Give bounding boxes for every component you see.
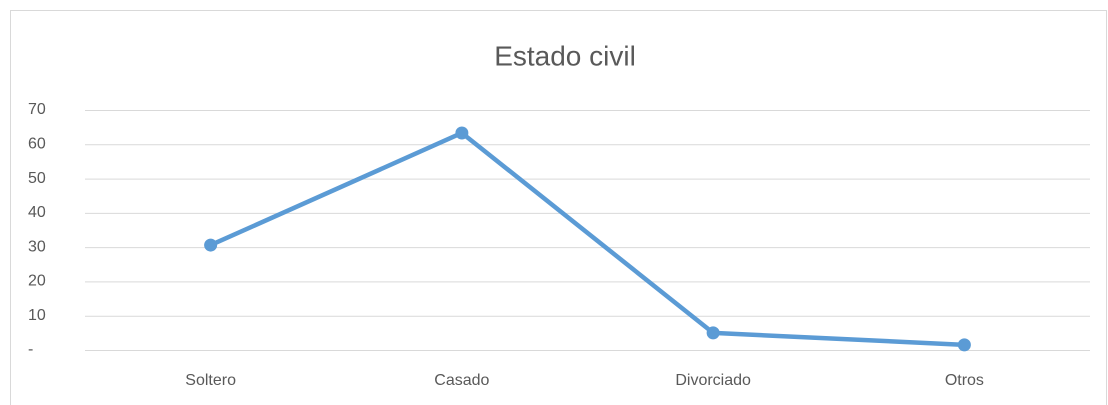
y-tick-label: 30 (28, 238, 46, 255)
data-point (455, 126, 469, 140)
data-line (209, 130, 965, 348)
x-tick-label: Soltero (185, 372, 236, 389)
chart-title: Estado civil (494, 40, 636, 71)
y-tick-label: - (28, 341, 33, 358)
x-tick-label: Casado (434, 372, 489, 389)
data-point (204, 238, 218, 252)
y-tick-label: 50 (28, 170, 46, 187)
data-point (957, 338, 971, 352)
y-tick-label: 10 (28, 307, 46, 324)
x-tick-label: Divorciado (675, 372, 751, 389)
x-tick-label: Otros (945, 372, 984, 389)
y-tick-label: 40 (28, 204, 46, 221)
y-tick-label: 20 (28, 273, 46, 290)
y-tick-label: 70 (28, 101, 46, 118)
data-point (706, 326, 720, 340)
y-tick-label: 60 (28, 136, 46, 153)
